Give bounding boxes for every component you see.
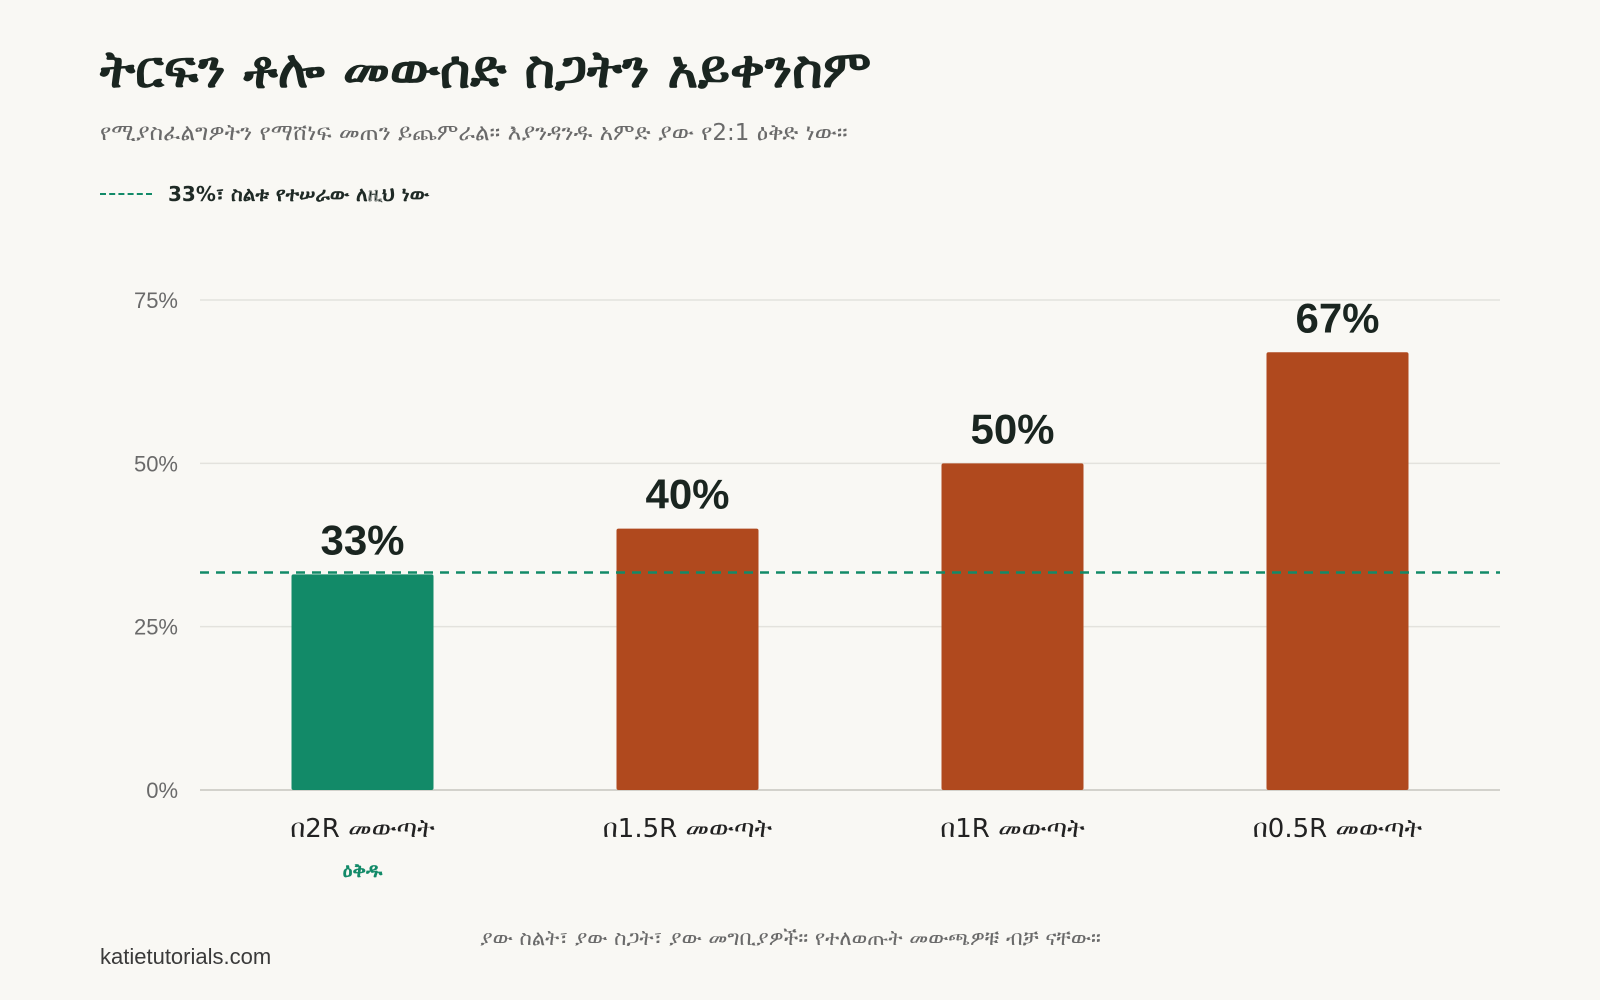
category-note: ዕቅዱ [343, 858, 383, 882]
bar [616, 528, 759, 790]
x-tick-label: በ1.5R መውጣት [603, 814, 773, 844]
data-label: 40% [645, 471, 729, 518]
y-tick-label: 0% [146, 778, 178, 803]
legend-label: 33%፣ ስልቱ የተሠራው ለዚህ ነው [168, 182, 429, 206]
bar [941, 463, 1084, 790]
data-label: 67% [1295, 294, 1379, 341]
y-tick-label: 25% [134, 615, 178, 640]
footnote: ያው ስልት፣ ያው ስጋት፣ ያው መግቢያዎች። የተለወጡት መውጫዎቹ … [480, 926, 1101, 950]
bar [291, 574, 434, 790]
chart-subtitle: የሚያስፈልግዎትን የማሸነፍ መጠን ይጨምራል። እያንዳንዱ አምድ ያ… [100, 120, 848, 146]
data-label: 33% [320, 516, 404, 563]
x-tick-label: በ2R መውጣት [290, 814, 435, 844]
y-tick-label: 50% [134, 451, 178, 476]
legend-dashed-line-swatch [100, 193, 152, 195]
bar [1266, 352, 1409, 790]
x-tick-label: በ1R መውጣት [940, 814, 1085, 844]
data-label: 50% [970, 405, 1054, 452]
y-tick-label: 75% [134, 288, 178, 313]
x-tick-label: በ0.5R መውጣት [1253, 814, 1423, 844]
legend: 33%፣ ስልቱ የተሠራው ለዚህ ነው [100, 182, 429, 206]
chart-title: ትርፍን ቶሎ መውሰድ ስጋትን አይቀንስም [100, 40, 872, 100]
site-credit: katietutorials.com [100, 944, 272, 969]
